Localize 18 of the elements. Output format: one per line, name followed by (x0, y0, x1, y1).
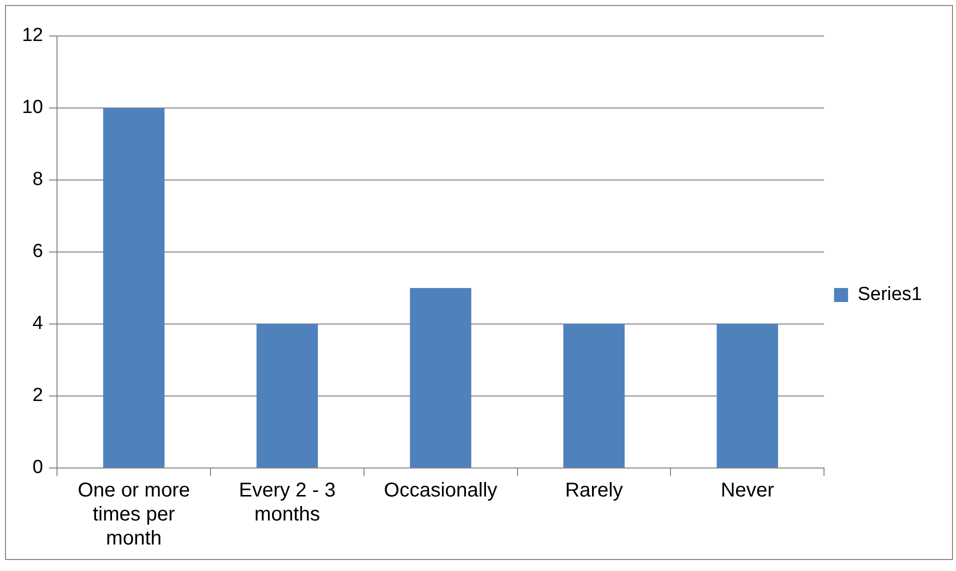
y-tick-label: 4 (32, 313, 44, 334)
legend-label: Series1 (858, 284, 922, 306)
x-tick-label: Rarely (565, 480, 623, 502)
y-tick-label: 6 (32, 241, 44, 262)
x-tick-label: Never (720, 480, 774, 502)
x-tick-label: One or more times per month (78, 480, 190, 550)
y-tick-label: 2 (32, 385, 44, 406)
bar (563, 324, 625, 468)
y-tick-label: 10 (22, 97, 44, 118)
bar (103, 108, 165, 468)
bar (716, 324, 778, 468)
bar (410, 288, 472, 468)
y-tick-label: 8 (32, 169, 44, 190)
y-tick-label: 0 (32, 457, 44, 478)
x-tick-label: Occasionally (384, 480, 498, 502)
x-tick-label: Every 2 - 3 months (238, 480, 336, 526)
y-tick-label: 12 (22, 25, 44, 46)
bar (256, 324, 318, 468)
